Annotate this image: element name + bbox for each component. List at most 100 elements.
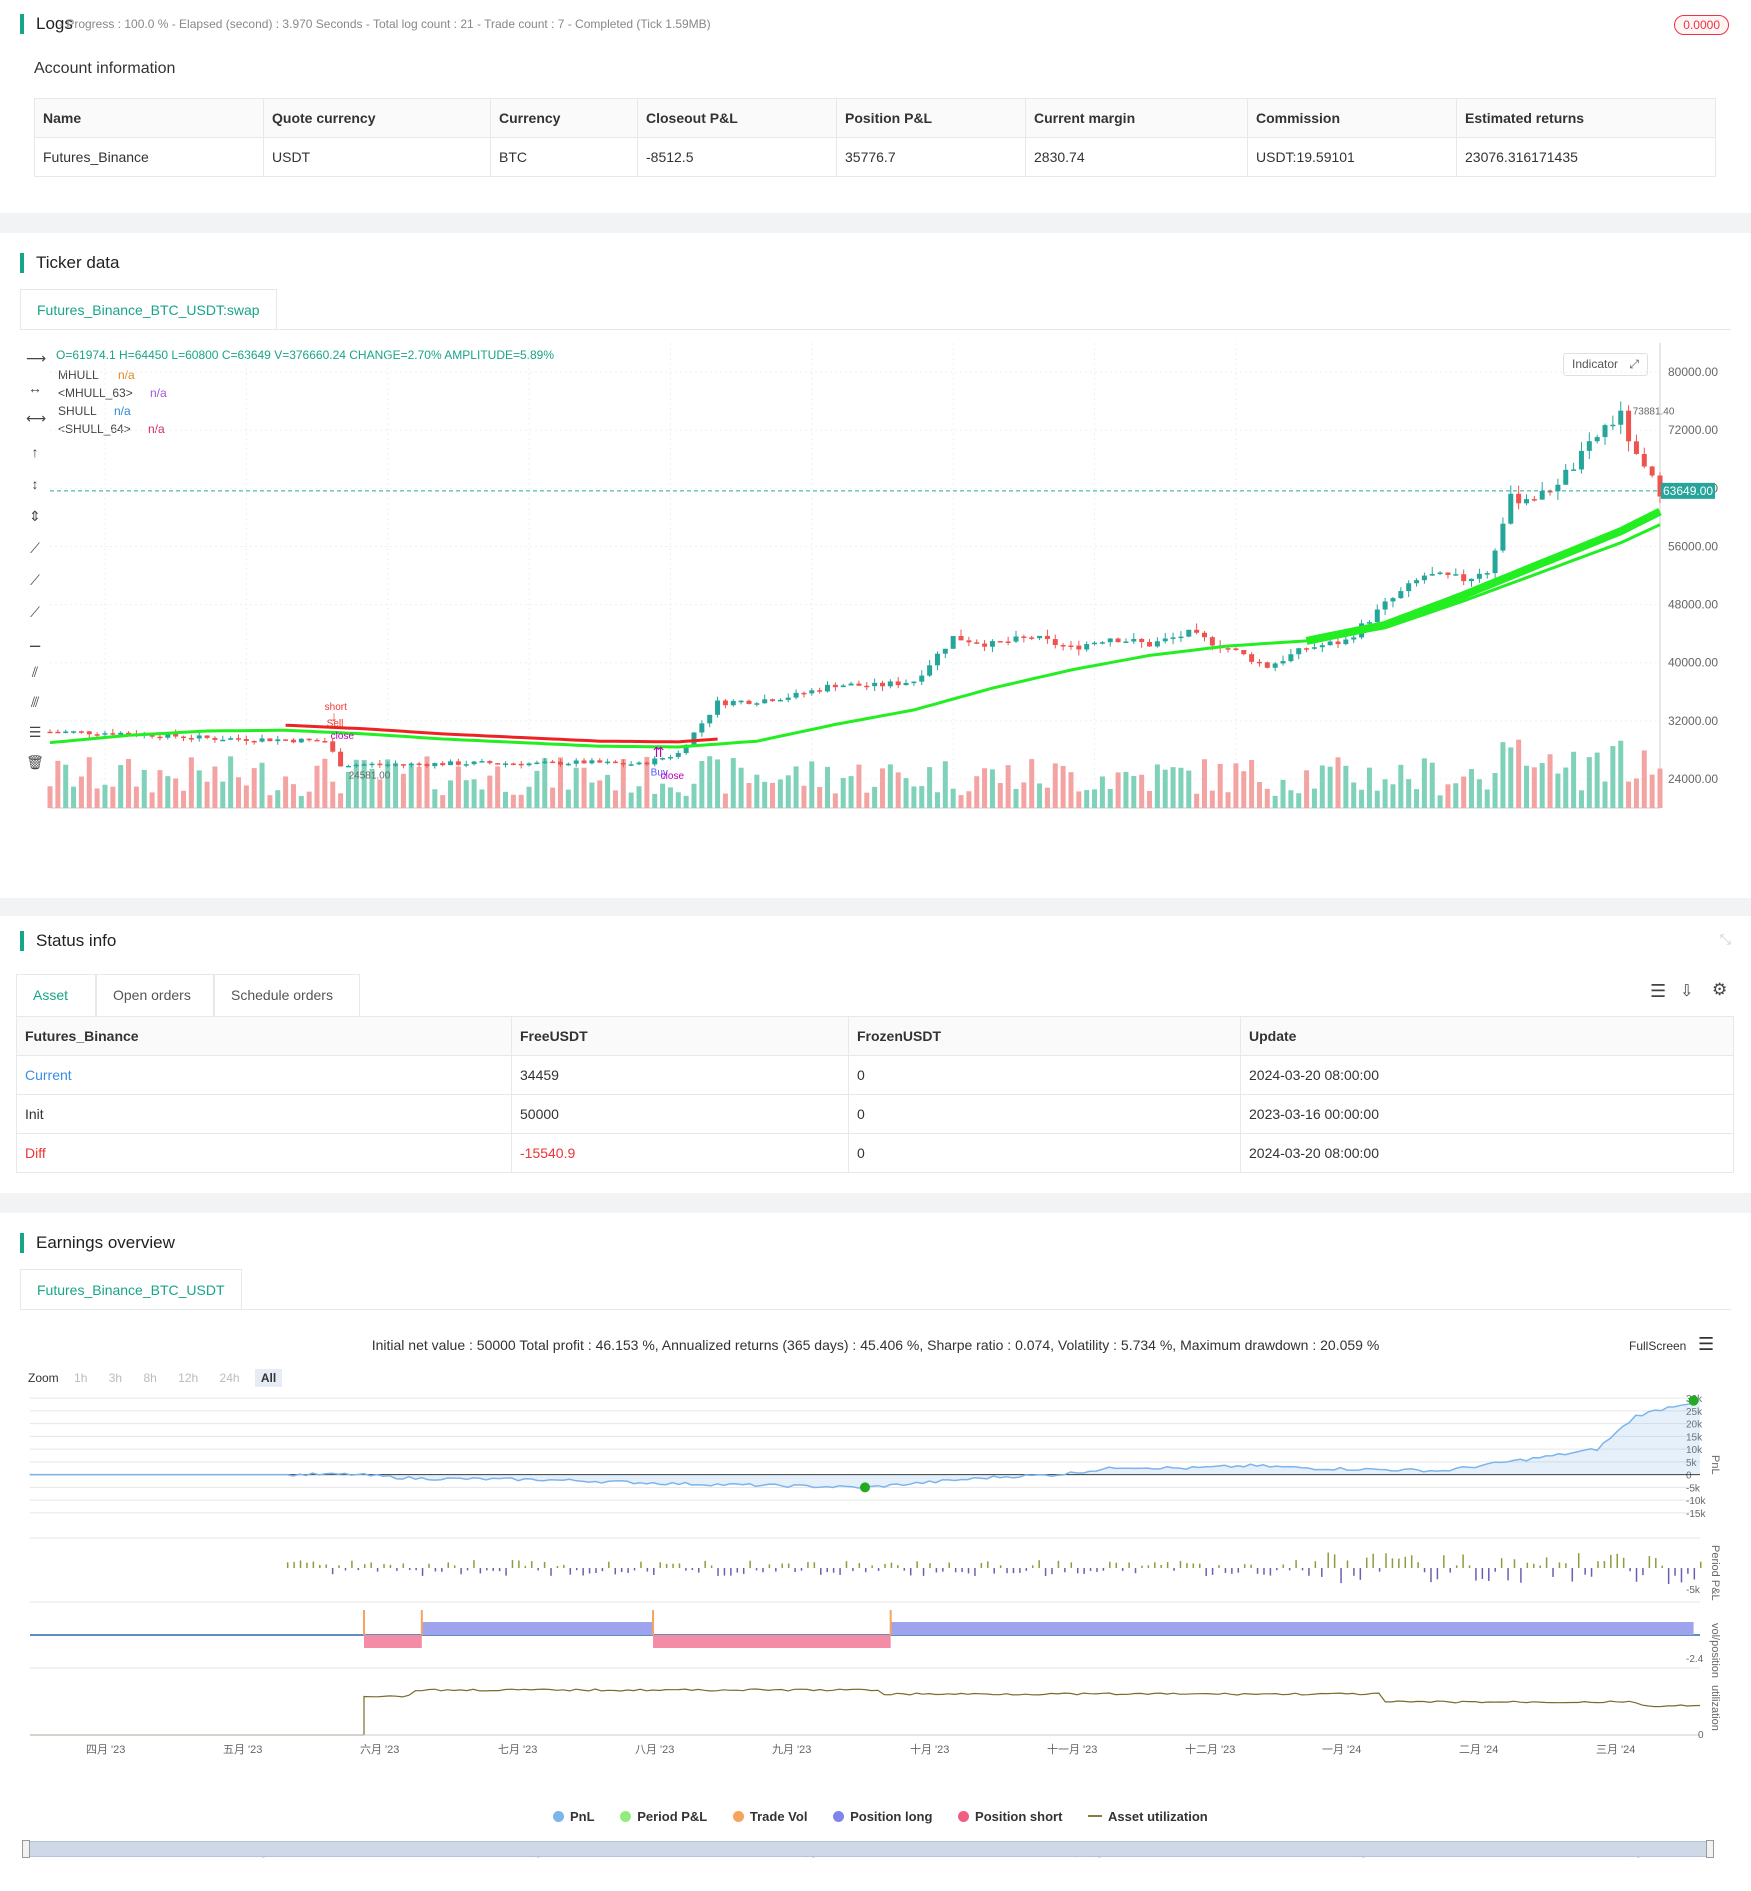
period-pnl-bar xyxy=(1391,1558,1394,1568)
period-pnl-bar xyxy=(659,1562,661,1568)
volume-bar xyxy=(243,785,249,808)
zoom-1h-button[interactable]: 1h xyxy=(74,1371,88,1385)
period-pnl-bar xyxy=(1288,1568,1291,1571)
volume-bar xyxy=(1131,775,1137,808)
volume-bar xyxy=(1249,759,1255,808)
period-pnl-bar xyxy=(865,1568,867,1573)
volume-bar xyxy=(1437,795,1443,808)
period-pnl-bar xyxy=(1089,1568,1092,1571)
legend-trade-vol[interactable]: Trade Vol xyxy=(732,1809,807,1824)
trend-line-icon[interactable]: ⟋ xyxy=(30,540,40,556)
volume-bar xyxy=(934,792,940,808)
volume-bar xyxy=(479,789,485,808)
ray-line-icon[interactable]: ⟋ xyxy=(30,572,40,588)
volume-bar xyxy=(793,766,799,808)
candle-body xyxy=(306,738,312,741)
indicator-button[interactable]: Indicator ⤢ xyxy=(1563,353,1648,376)
parallel-channel-icon[interactable]: ⫽ xyxy=(31,664,39,680)
period-pnl-bar xyxy=(588,1568,591,1574)
collapse-icon[interactable]: ⤡ xyxy=(1719,931,1731,947)
period-pnl-bar xyxy=(993,1568,995,1574)
short-marker-label: short xyxy=(325,702,347,713)
candle-body xyxy=(1139,638,1145,643)
gear-icon[interactable]: ⚙ xyxy=(1712,980,1728,999)
legend-period-pnl[interactable]: Period P&L xyxy=(620,1809,707,1824)
period-pnl-bar xyxy=(479,1568,482,1574)
zoom-3h-button[interactable]: 3h xyxy=(108,1371,123,1385)
period-pnl-bar xyxy=(800,1568,803,1571)
buy-arrow-icon: ⇈ xyxy=(653,744,665,760)
zoom-all-button[interactable]: All xyxy=(254,1369,283,1387)
trash-icon[interactable]: 🗑 xyxy=(26,754,44,770)
volume-bar xyxy=(377,779,383,808)
volume-bar xyxy=(903,778,909,808)
status-title-text: Status info xyxy=(36,931,117,950)
period-pnl-bar xyxy=(1558,1562,1561,1568)
pnl-tick-label: 0 xyxy=(1686,1471,1692,1482)
segment-icon[interactable]: ⟋ xyxy=(30,604,40,620)
zoom-24h-button[interactable]: 24h xyxy=(219,1371,240,1385)
position-long-bar xyxy=(890,1622,1694,1635)
candle-body xyxy=(47,731,53,734)
vertical-ray-icon[interactable]: ↑ xyxy=(31,444,39,460)
volume-bar xyxy=(47,786,53,808)
candle-body xyxy=(1586,441,1592,451)
vertical-segment-icon[interactable]: ↕ xyxy=(31,476,39,492)
period-pnl-bar xyxy=(1629,1568,1631,1572)
period-pnl-bar xyxy=(1102,1568,1105,1571)
horizontal-line-icon[interactable]: ↔ xyxy=(28,380,42,396)
volume-bar xyxy=(919,786,925,808)
tab-earnings-symbol[interactable]: Futures_Binance_BTC_USDT xyxy=(20,1269,242,1309)
volume-bar xyxy=(1209,790,1215,808)
candle-body xyxy=(1013,636,1019,642)
volume-bar xyxy=(1099,776,1105,808)
cloud-download-icon[interactable]: ⇩ xyxy=(1680,983,1694,1000)
tab-ticker-symbol[interactable]: Futures_Binance_BTC_USDT:swap xyxy=(20,289,277,329)
volume-bar xyxy=(1594,752,1600,808)
period-pnl-bar xyxy=(473,1560,475,1568)
volume-bar xyxy=(448,780,454,808)
volume-bar xyxy=(715,759,721,808)
volume-bar xyxy=(526,786,532,808)
horizontal-ray-icon[interactable]: ⟶ xyxy=(26,350,47,366)
navigator-scrollbar[interactable] xyxy=(26,1841,1712,1857)
tab-asset[interactable]: Asset xyxy=(16,974,96,1016)
legend-position-long[interactable]: Position long xyxy=(833,1809,932,1824)
tab-schedule-orders[interactable]: Schedule orders xyxy=(214,974,360,1016)
candle-body xyxy=(1099,642,1105,644)
menu-icon[interactable]: ☰ xyxy=(1698,1334,1715,1354)
extended-line-icon[interactable]: ⟷ xyxy=(26,410,47,426)
candle-body xyxy=(1052,639,1058,645)
navigator-left-handle[interactable] xyxy=(22,1840,30,1858)
volume-bar xyxy=(1327,766,1333,808)
zoom-8h-button[interactable]: 8h xyxy=(143,1371,157,1385)
navigator-right-handle[interactable] xyxy=(1706,1840,1714,1858)
volume-bar xyxy=(550,787,556,808)
candle-body xyxy=(526,763,532,766)
fib-retracement-icon[interactable]: ☰ xyxy=(28,724,42,740)
candle-body xyxy=(636,762,642,765)
period-pnl-bar xyxy=(1410,1555,1413,1568)
price-line-icon[interactable]: ⚊ xyxy=(28,634,42,650)
legend-position-short[interactable]: Position short xyxy=(958,1809,1062,1824)
volume-bar xyxy=(997,782,1003,808)
volume-bar xyxy=(1429,762,1435,808)
candle-body xyxy=(1068,645,1074,648)
vertical-line-icon[interactable]: ⇕ xyxy=(29,508,41,524)
earnings-summary: Initial net value : 50000 Total profit :… xyxy=(371,1337,1380,1353)
account-header: Name xyxy=(34,98,264,138)
period-pnl-bar xyxy=(1462,1554,1464,1568)
legend-asset-utilization[interactable]: Asset utilization xyxy=(1088,1809,1208,1824)
zoom-12h-button[interactable]: 12h xyxy=(178,1371,199,1385)
tab-open-orders[interactable]: Open orders xyxy=(96,974,214,1016)
legend-pnl[interactable]: PnL xyxy=(553,1809,595,1824)
volume-bar xyxy=(1115,772,1121,808)
volume-bar xyxy=(330,781,336,808)
indicator-mhull-63: <MHULL_63> n/a xyxy=(58,384,167,402)
list-icon[interactable]: ☰ xyxy=(1650,981,1667,1001)
fib-channel-icon[interactable]: ⫻ xyxy=(30,694,40,710)
period-pnl-bar xyxy=(1179,1560,1182,1568)
indicator-name: <MHULL_63> xyxy=(58,386,133,400)
account-header: Position P&L xyxy=(836,98,1026,138)
fullscreen-button[interactable]: FullScreen xyxy=(1629,1339,1686,1353)
